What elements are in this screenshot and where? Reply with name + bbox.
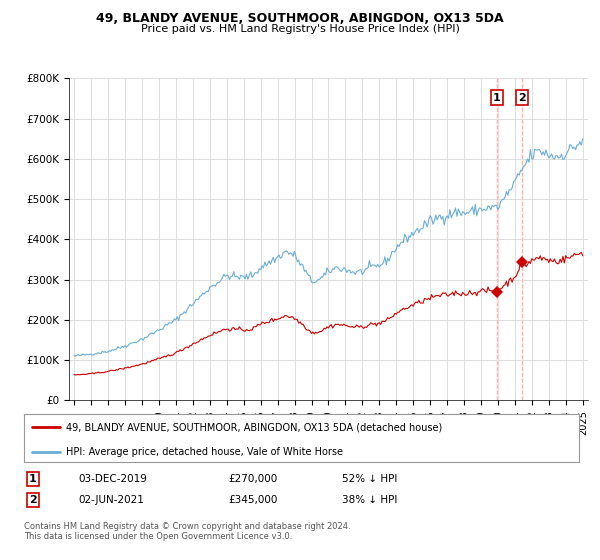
Text: 49, BLANDY AVENUE, SOUTHMOOR, ABINGDON, OX13 5DA (detached house): 49, BLANDY AVENUE, SOUTHMOOR, ABINGDON, …: [65, 422, 442, 432]
Text: £345,000: £345,000: [228, 495, 277, 505]
Bar: [521, 78, 523, 400]
Text: HPI: Average price, detached house, Vale of White Horse: HPI: Average price, detached house, Vale…: [65, 446, 343, 456]
Text: Price paid vs. HM Land Registry's House Price Index (HPI): Price paid vs. HM Land Registry's House …: [140, 24, 460, 34]
Text: 52% ↓ HPI: 52% ↓ HPI: [342, 474, 397, 484]
Text: 03-DEC-2019: 03-DEC-2019: [78, 474, 147, 484]
Text: £270,000: £270,000: [228, 474, 277, 484]
Text: 1: 1: [29, 474, 37, 484]
Text: 49, BLANDY AVENUE, SOUTHMOOR, ABINGDON, OX13 5DA: 49, BLANDY AVENUE, SOUTHMOOR, ABINGDON, …: [96, 12, 504, 25]
Bar: [496, 78, 497, 400]
Text: 02-JUN-2021: 02-JUN-2021: [78, 495, 144, 505]
Text: 2: 2: [518, 93, 526, 102]
Text: 1: 1: [493, 93, 500, 102]
Text: 2: 2: [29, 495, 37, 505]
Text: Contains HM Land Registry data © Crown copyright and database right 2024.
This d: Contains HM Land Registry data © Crown c…: [24, 522, 350, 542]
Text: 38% ↓ HPI: 38% ↓ HPI: [342, 495, 397, 505]
